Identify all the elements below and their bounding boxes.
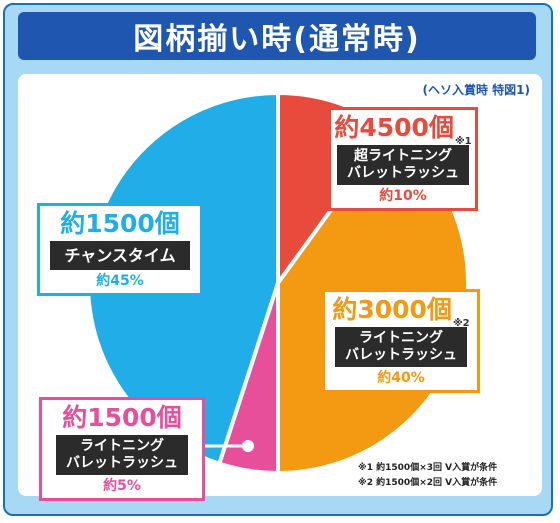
slice-balls-text: 約1500個: [62, 403, 182, 432]
page-title: 図柄揃い時(通常時): [18, 12, 536, 60]
slice-percent-label: 約40%: [377, 370, 425, 386]
slice-mode-line: ライトニング: [80, 438, 164, 454]
slice-balls-label: 約3000個※2: [332, 295, 469, 329]
footnote-mark: ※1: [454, 136, 472, 147]
footnote-2: ※2 約1500個×2回 V入賞が条件: [358, 478, 498, 488]
footnotes: ※1 約1500個×3回 V入賞が条件 ※2 約1500個×2回 V入賞が条件: [358, 461, 497, 491]
footnote-1: ※1 約1500個×3回 V入賞が条件: [358, 463, 498, 473]
slice-balls-label: 約1500個: [62, 403, 182, 433]
slice-balls-text: 約3000個: [332, 295, 452, 324]
slice-percent-label: 約45%: [96, 273, 144, 289]
footnote-mark: ※2: [452, 318, 470, 329]
slice-mode-line: ライトニング: [359, 330, 443, 346]
slice-label-4: 約1500個チャンスタイム 約45%: [37, 203, 203, 296]
slice-mode-line: バレットラッシュ: [66, 455, 178, 471]
slice-mode-line: バレットラッシュ: [345, 347, 457, 363]
slice-balls-text: 約4500個: [334, 113, 454, 142]
chart-subtitle: (ヘソ入賞時 特図1): [422, 83, 531, 97]
slice-label-1: 約4500個※1 超ライトニング バレットラッシュ 約10%: [328, 107, 478, 211]
slice-label-3: 約1500個 ライトニング バレットラッシュ 約5%: [39, 397, 205, 501]
slice-balls-label: 約4500個※1: [334, 113, 471, 147]
slice-balls-label: 約1500個: [60, 209, 180, 239]
slice-percent-label: 約5%: [103, 478, 141, 494]
slice-balls-text: 約1500個: [60, 209, 180, 238]
slice-mode-line: バレットラッシュ: [347, 165, 459, 181]
slice-3-marker: [242, 440, 254, 452]
slice-mode-line: チャンスタイム: [64, 246, 176, 265]
slice-mode-label: チャンスタイム: [50, 241, 190, 270]
slice-mode-label: 超ライトニング バレットラッシュ: [337, 145, 469, 185]
slice-label-2: 約3000個※2 ライトニング バレットラッシュ 約40%: [322, 289, 480, 393]
slice-percent-label: 約10%: [379, 188, 427, 204]
slice-mode-label: ライトニング バレットラッシュ: [56, 435, 188, 475]
slice-mode-label: ライトニング バレットラッシュ: [335, 327, 467, 367]
slice-mode-line: 超ライトニング: [354, 148, 452, 164]
